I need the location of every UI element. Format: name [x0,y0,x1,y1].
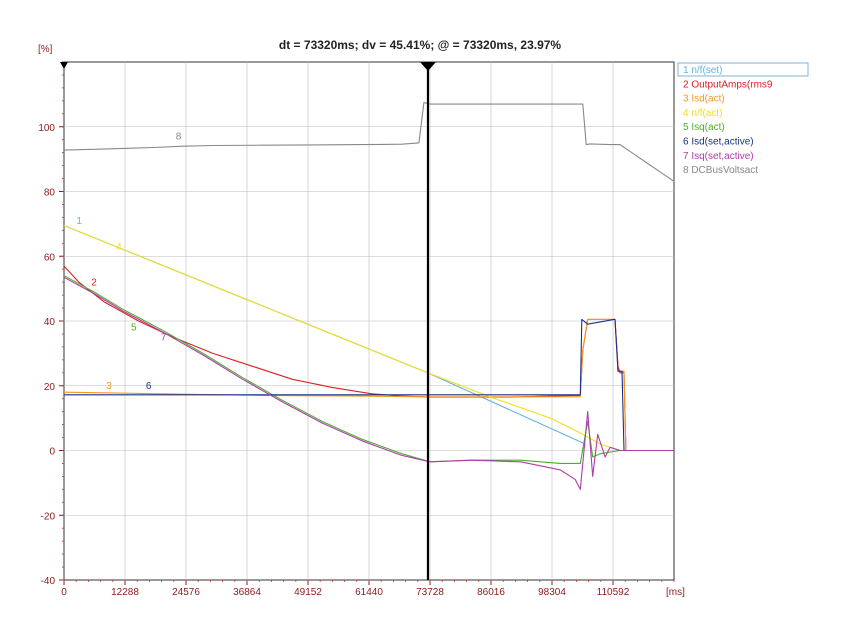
x-tick-label: 98304 [538,587,566,598]
y-tick-label: -20 [41,511,56,522]
legend-item-4: 4 n/f(act) [683,108,722,119]
legend-item-7: 7 Isq(set,active) [683,151,754,162]
y-tick-label: -40 [41,576,56,587]
series-label-2: 2 [91,277,97,288]
series-label-4: 4 [116,242,122,253]
legend-item-3: 3 Isd(act) [683,94,725,105]
x-tick-label: 110592 [597,587,630,598]
series-line-3 [63,318,675,452]
y-tick-label: 20 [44,382,56,393]
legend-item-6: 6 Isd(set,active) [683,137,754,148]
x-tick-label: 0 [61,587,67,598]
y-axis-label: [%] [38,44,53,55]
legend-item-1: 1 n/f(set) [683,65,722,76]
chart-title: dt = 73320ms; dv = 45.41%; @ = 73320ms, … [279,38,562,52]
y-tick-label: 40 [44,317,56,328]
x-tick-label: 86016 [477,587,505,598]
legend-item-2: 2 OutputAmps(rms9 [683,79,773,90]
series-label-5: 5 [131,323,137,334]
origin-cursor-marker [60,62,68,69]
x-tick-label: 12288 [111,587,139,598]
y-tick-label: 100 [38,123,55,134]
series-label-1: 1 [76,216,82,227]
x-tick-label: 49152 [294,587,322,598]
cursor-marker [419,62,436,71]
series-label-6: 6 [146,381,152,392]
legend: 1 n/f(set) 2 OutputAmps(rms9 3 Isd(act) 4 n… [677,62,809,176]
y-tick-label: 0 [49,447,55,458]
plot-area: 0 12288 24576 36864 49152 61440 73728 86016 9830… [38,61,675,598]
x-tick-label: 36864 [233,587,261,598]
series-line-7 [63,276,675,490]
x-tick-label: 61440 [355,587,383,598]
x-axis-label: [ms] [666,587,685,598]
x-tick-label: 24576 [172,587,200,598]
legend-selected-box [677,62,809,77]
series-label-8: 8 [176,132,182,143]
x-tick-label: 73728 [416,587,444,598]
series-line-5 [63,275,675,464]
series-label-7: 7 [161,332,167,343]
series-label-3: 3 [106,381,112,392]
series-line-8 [63,101,675,183]
legend-item-8: 8 DCBusVoltsact [683,165,758,176]
series-line-6 [64,318,675,452]
y-tick-label: 60 [44,252,56,263]
legend-item-5: 5 Isq(act) [683,122,725,133]
y-tick-label: 80 [44,188,56,199]
